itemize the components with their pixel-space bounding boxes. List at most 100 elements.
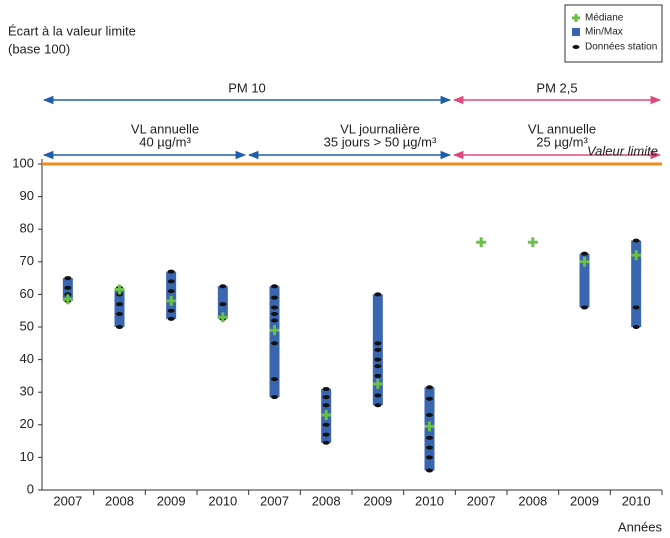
sub-group-label: VL annuelle — [131, 121, 199, 136]
y-tick-label: 50 — [20, 318, 34, 333]
x-tick-label: 2007 — [260, 493, 289, 508]
sub-group-label: 35 jours > 50 µg/m³ — [324, 134, 437, 149]
median-marker — [424, 421, 435, 432]
median-marker — [166, 295, 177, 306]
station-point — [116, 302, 123, 307]
station-point — [322, 432, 330, 437]
median-marker — [527, 237, 538, 248]
station-point — [322, 395, 330, 400]
station-point — [167, 269, 175, 274]
y-tick-label: 30 — [20, 384, 34, 399]
y-tick-label: 60 — [20, 286, 34, 301]
title: Écart à la valeur limite — [8, 23, 136, 38]
y-tick-label: 0 — [27, 481, 34, 496]
y-tick-label: 70 — [20, 253, 34, 268]
group-label: PM 10 — [228, 80, 266, 95]
min-max-bar — [631, 240, 642, 327]
subtitle: (base 100) — [8, 41, 70, 56]
sub-group-label: 25 µg/m³ — [536, 134, 588, 149]
y-tick-label: 100 — [12, 155, 34, 170]
station-point — [116, 311, 123, 316]
station-point — [632, 325, 640, 329]
station-point — [632, 305, 640, 310]
station-point — [581, 305, 588, 310]
x-tick-label: 2009 — [157, 493, 186, 508]
y-tick-label: 40 — [20, 351, 34, 366]
station-point — [271, 295, 278, 300]
station-point — [322, 386, 330, 391]
median-marker — [269, 325, 280, 336]
station-point — [426, 455, 433, 460]
sub-group-label: VL annuelle — [528, 121, 596, 136]
legend-label: Médiane — [585, 13, 624, 24]
y-tick-label: 90 — [20, 188, 34, 203]
median-marker — [372, 379, 383, 390]
legend-label: Min/Max — [585, 27, 623, 38]
station-point — [322, 422, 330, 427]
median-marker — [114, 284, 125, 295]
station-point — [632, 238, 640, 243]
station-point — [64, 276, 72, 281]
station-point — [116, 325, 123, 329]
station-point — [374, 393, 382, 398]
x-axis-label: Années — [618, 519, 663, 534]
limit-label: Valeur limite — [587, 143, 658, 158]
station-point — [219, 302, 227, 307]
median-marker — [321, 410, 332, 421]
legend-label: Données station — [585, 42, 657, 53]
x-tick-label: 2010 — [622, 493, 651, 508]
x-tick-label: 2010 — [415, 493, 444, 508]
x-tick-label: 2009 — [363, 493, 392, 508]
group-label: PM 2,5 — [536, 80, 577, 95]
median-marker — [62, 294, 73, 305]
station-point — [64, 285, 72, 290]
legend-range-icon — [572, 28, 580, 36]
station-point — [271, 318, 278, 323]
x-tick-label: 2008 — [518, 493, 547, 508]
station-point — [167, 289, 175, 294]
station-point — [426, 413, 433, 418]
x-tick-label: 2010 — [208, 493, 237, 508]
station-point — [426, 385, 433, 390]
station-point — [271, 341, 278, 346]
y-tick-label: 10 — [20, 449, 34, 464]
y-tick-label: 20 — [20, 416, 34, 431]
station-point — [374, 357, 382, 362]
station-point — [374, 403, 382, 408]
median-marker — [579, 256, 590, 267]
station-point — [167, 308, 175, 313]
station-point — [271, 284, 278, 289]
station-point — [167, 316, 175, 321]
legend-station-icon — [572, 45, 580, 49]
min-max-bar — [114, 287, 125, 327]
station-point — [374, 292, 382, 297]
legend-median-icon — [572, 14, 580, 22]
station-point — [219, 284, 227, 289]
min-max-bar — [579, 253, 590, 308]
sub-group-label: VL journalière — [340, 121, 420, 136]
station-point — [426, 396, 433, 401]
station-point — [426, 445, 433, 450]
x-tick-label: 2007 — [467, 493, 496, 508]
station-point — [426, 435, 433, 440]
station-point — [374, 347, 382, 352]
x-tick-label: 2008 — [312, 493, 341, 508]
station-point — [271, 377, 278, 382]
x-tick-label: 2009 — [570, 493, 599, 508]
station-point — [322, 403, 330, 408]
median-marker — [217, 312, 228, 323]
sub-group-label: 40 µg/m³ — [139, 134, 191, 149]
station-point — [271, 311, 278, 316]
station-point — [374, 364, 382, 369]
x-tick-label: 2008 — [105, 493, 134, 508]
station-point — [581, 251, 588, 256]
station-point — [271, 305, 278, 310]
min-max-bar — [166, 271, 177, 319]
y-tick-label: 80 — [20, 221, 34, 236]
station-point — [322, 440, 330, 445]
median-marker — [631, 250, 642, 261]
station-point — [271, 395, 278, 400]
x-tick-label: 2007 — [53, 493, 82, 508]
station-point — [426, 468, 433, 473]
